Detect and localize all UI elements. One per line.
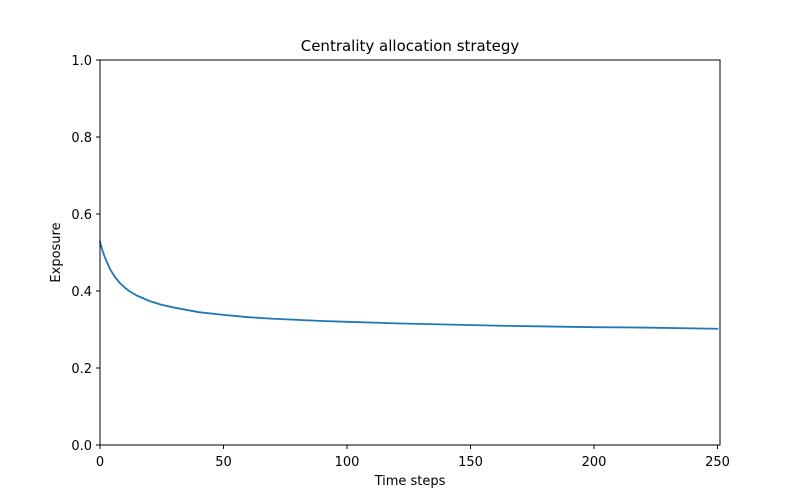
series-line (99, 240, 719, 330)
y-axis: 0.0 0.2 0.4 0.6 0.8 1.0 (71, 54, 100, 454)
y-tick-label: 0.2 (71, 362, 92, 377)
x-tick-label: 0 (96, 455, 104, 470)
y-axis-label: Exposure (49, 222, 64, 282)
x-tick-label: 200 (582, 455, 607, 470)
x-tick-label: 150 (458, 455, 483, 470)
plot-frame (99, 59, 721, 446)
x-axis: 0 50 100 150 200 250 (96, 445, 730, 470)
series-layer (99, 240, 719, 330)
y-tick-label: 1.0 (71, 54, 92, 69)
y-tick-label: 0.4 (71, 285, 92, 300)
x-tick-label: 100 (335, 455, 360, 470)
x-tick-label: 250 (705, 455, 730, 470)
x-tick-label: 50 (215, 455, 232, 470)
y-tick-label: 0.0 (71, 439, 92, 454)
y-tick-label: 0.6 (71, 208, 92, 223)
x-axis-label: Time steps (374, 474, 446, 489)
y-tick-label: 0.8 (71, 131, 92, 146)
chart-title: Centrality allocation strategy (301, 37, 520, 55)
